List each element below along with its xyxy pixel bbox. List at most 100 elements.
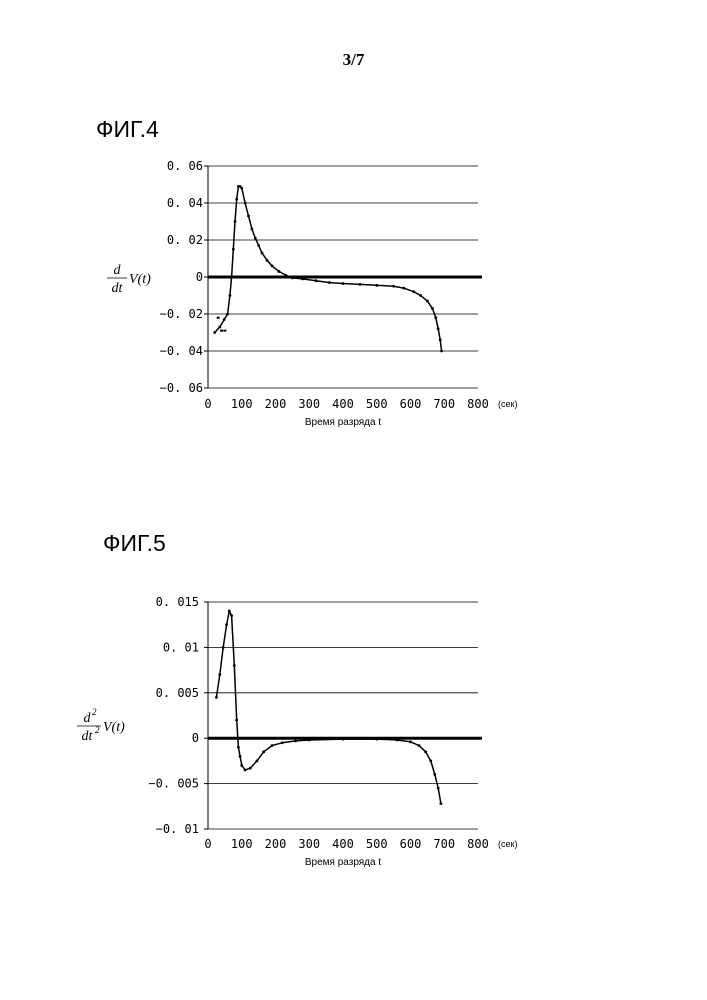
chart2-series-0-point-28 [439, 802, 442, 805]
chart1-series-0-point-18 [266, 259, 269, 262]
chart2-x-axis-unit: (сек) [498, 839, 517, 849]
chart2-series-0-point-1 [218, 673, 221, 676]
chart2-series-0-point-8 [237, 746, 240, 749]
chart2-series-0-point-15 [271, 744, 274, 747]
chart2-series-0-point-26 [433, 773, 436, 776]
chart1-series-0-point-8 [235, 198, 238, 201]
chart2-series-0-point-10 [240, 764, 243, 767]
chart1-series-0-point-28 [375, 284, 378, 287]
chart1-series-0-point-24 [315, 279, 318, 282]
chart2-series-0-point-19 [342, 738, 345, 741]
chart1-series-0-line [215, 186, 442, 351]
chart2-series-0-point-14 [262, 750, 265, 753]
chart1-series-0-point-35 [434, 316, 437, 319]
chart1-series-0-point-23 [301, 277, 304, 280]
chart2-ylabel-denominator: dt [82, 729, 94, 744]
chart2-ytick-label-4: −0. 005 [148, 777, 199, 791]
chart1-series-0-point-20 [277, 270, 280, 273]
chart2-ytick-label-3: 0 [192, 731, 199, 745]
chart1-series-0-point-6 [232, 248, 235, 251]
chart2-series-0-point-22 [409, 740, 412, 743]
chart1-x-axis-unit: (сек) [498, 399, 517, 409]
chart2-xtick-label-3: 300 [298, 837, 320, 851]
chart1-series-0-point-26 [342, 282, 345, 285]
chart1-ytick-label-1: 0. 04 [167, 196, 203, 210]
chart1-series-0-point-19 [271, 265, 274, 268]
chart2-series-0-point-3 [225, 623, 228, 626]
chart1-xtick-label-6: 600 [400, 397, 422, 411]
chart1-series-0-point-36 [437, 327, 440, 330]
chart1-xtick-label-7: 700 [433, 397, 455, 411]
chart1-xtick-label-1: 100 [231, 397, 253, 411]
chart2-series-0-point-25 [429, 760, 432, 763]
chart1-series-0-point-34 [431, 307, 434, 310]
chart1-series-0-point-7 [234, 220, 237, 223]
chart2-xtick-label-5: 500 [366, 837, 388, 851]
chart2-ylabel-denominator-exponent: 2 [95, 725, 100, 735]
chart1-series-0-point-30 [402, 287, 405, 290]
chart1-series-0-point-11 [240, 187, 243, 190]
chart2-series-0-point-16 [281, 741, 284, 744]
chart1-series-0-point-4 [229, 294, 232, 297]
chart1-series-0-point-37 [439, 339, 442, 342]
chart2-xtick-label-7: 700 [433, 837, 455, 851]
chart2-series-0-point-17 [294, 740, 297, 743]
chart1-ytick-label-5: −0. 04 [160, 344, 203, 358]
chart1-ylabel-function: V(t) [129, 272, 151, 287]
chart1-series-0-point-38 [440, 350, 443, 353]
chart1-series-0-point-15 [254, 237, 257, 240]
chart1-ytick-label-2: 0. 02 [167, 233, 203, 247]
chart2-ylabel-function: V(t) [103, 720, 125, 735]
chart1-series-0-scatter-point-1 [220, 330, 223, 332]
chart1-ylabel-numerator: d [114, 263, 122, 278]
chart2-ytick-label-0: 0. 015 [156, 595, 199, 609]
chart1-ytick-label-6: −0. 06 [160, 381, 203, 395]
chart1-xtick-label-5: 500 [366, 397, 388, 411]
chart2-series-0-point-12 [249, 767, 252, 770]
chart1-ytick-label-0: 0. 06 [167, 159, 203, 173]
chart2-series-0-point-0 [215, 696, 218, 699]
chart1-xtick-label-4: 400 [332, 397, 354, 411]
chart2-ylabel-numerator: d [84, 711, 92, 726]
chart2-series-0-point-18 [308, 739, 311, 742]
chart1-ylabel-denominator: dt [112, 281, 124, 296]
chart1-ytick-label-4: −0. 02 [160, 307, 203, 321]
chart2-series-0-point-24 [424, 750, 427, 753]
chart1-series-0-point-33 [426, 300, 429, 303]
chart1-series-0-point-12 [244, 202, 247, 205]
chart1-series-0-point-5 [230, 276, 233, 279]
chart1-series-0-point-13 [247, 215, 250, 218]
chart2-xtick-label-6: 600 [400, 837, 422, 851]
chart2-ytick-label-2: 0. 005 [156, 686, 199, 700]
chart2-series-0-point-9 [239, 755, 242, 758]
chart2-ytick-label-5: −0. 01 [156, 822, 199, 836]
chart2-xtick-label-4: 400 [332, 837, 354, 851]
chart1-series-0-point-29 [392, 285, 395, 288]
chart2-xtick-label-1: 100 [231, 837, 253, 851]
chart2-series-0-point-23 [418, 744, 421, 747]
chart2-series-0-point-20 [375, 738, 378, 741]
chart1-series-0-point-3 [226, 313, 229, 316]
chart2-series-0-point-4 [228, 610, 231, 613]
chart2-series-0-point-21 [396, 739, 399, 742]
chart2-series-0-point-7 [235, 719, 238, 722]
chart1-series-0-point-32 [419, 294, 422, 297]
chart1-series-0-scatter-point-0 [217, 317, 220, 319]
chart2-series-0-point-11 [244, 769, 247, 772]
chart2-x-axis-label: Время разряда t [305, 857, 381, 868]
chart1-series-0-point-14 [250, 228, 253, 231]
chart2-series-0-point-5 [230, 614, 233, 617]
chart1-xtick-label-2: 200 [265, 397, 287, 411]
chart2-series-0-point-2 [222, 646, 225, 649]
chart1-series-0-point-25 [328, 281, 331, 284]
chart1-series-0-point-27 [358, 283, 361, 286]
chart2-series-0-point-27 [437, 787, 440, 790]
chart2-xtick-label-2: 200 [265, 837, 287, 851]
chart2-series-0-point-13 [256, 760, 259, 763]
chart1-xtick-label-8: 800 [467, 397, 489, 411]
chart1-x-axis-label: Время разряда t [305, 417, 381, 428]
chart2-xtick-label-0: 0 [204, 837, 211, 851]
chart1-series-0-point-0 [213, 331, 216, 334]
chart1-xtick-label-3: 300 [298, 397, 320, 411]
